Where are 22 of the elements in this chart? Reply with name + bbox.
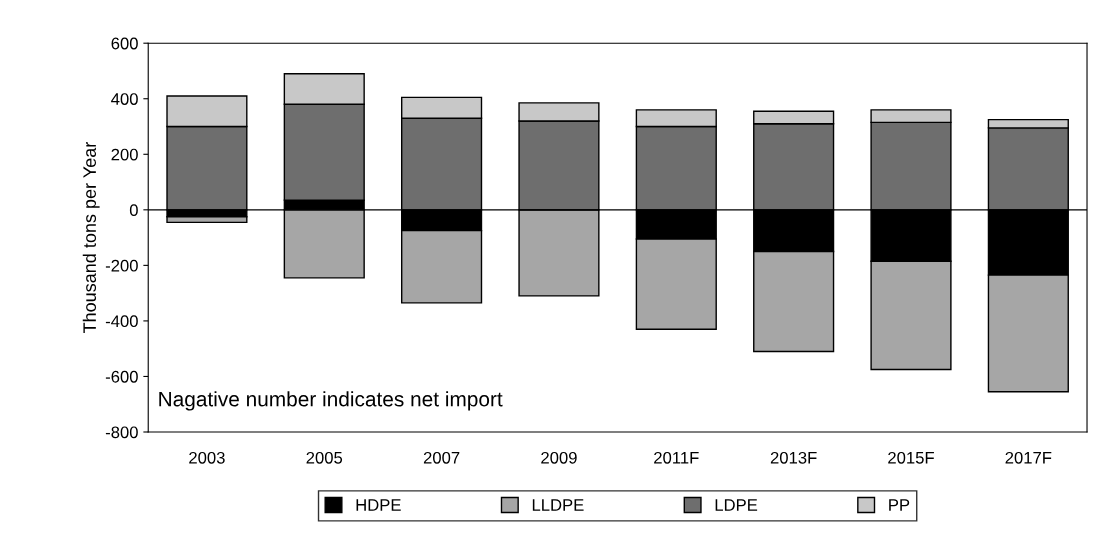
x-tick-label: 2009 [541,451,577,464]
legend-label: HDPE [356,499,401,511]
x-tick-label: 2003 [189,451,225,464]
legend-label: PP [889,499,910,511]
y-tick-label: -800 [105,426,138,439]
x-tick-label: 2017F [1005,451,1052,464]
x-tick-label: 2015F [888,451,934,464]
y-tick-label: -400 [105,315,138,328]
y-tick-label: 0 [129,204,138,217]
x-tick-label: 2005 [306,451,343,464]
y-axis-title: Thousand tons per Year [82,142,100,334]
y-tick-label: 200 [111,148,138,161]
y-tick-label: 400 [111,93,138,105]
y-tick-label: -200 [105,259,138,272]
y-tick-label: -600 [105,370,138,383]
x-tick-label: 2013F [770,451,817,464]
annotation: Nagative number indicates net import [159,391,503,411]
x-tick-label: 2007 [423,451,460,464]
legend-label: LLDPE [532,499,584,511]
y-tick-label: 600 [111,37,138,50]
legend-label: LDPE [715,499,758,511]
x-tick-label: 2011F [654,451,699,464]
